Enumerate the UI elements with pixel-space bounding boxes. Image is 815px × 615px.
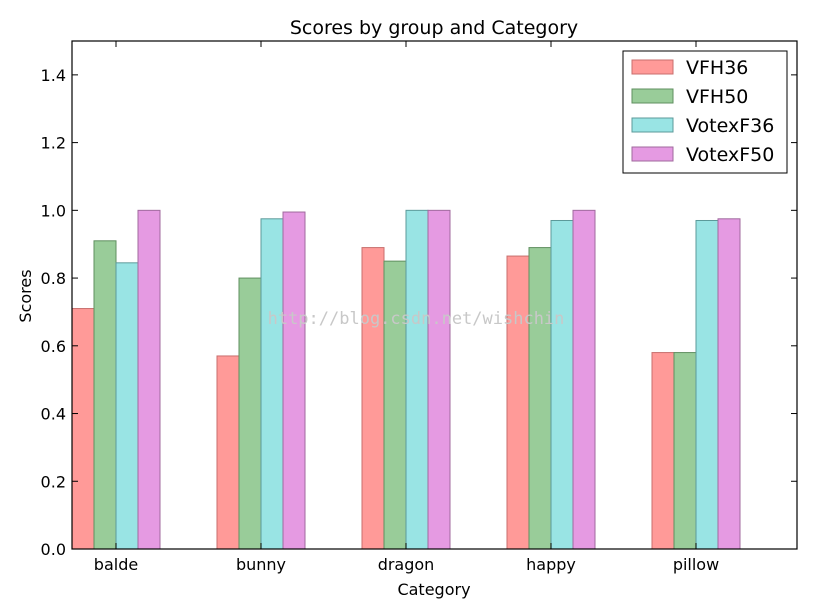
bar-votexf36-pillow [695,219,719,550]
bar-votexf50-happy [572,209,596,550]
bar-votexf50-pillow [717,218,741,550]
x-tick-label-happy: happy [526,555,576,574]
plot-frame [71,40,798,550]
bar-votexf36-balde [115,262,139,550]
legend-swatch-vfh36 [631,59,674,75]
y-tick-label: 0.8 [41,269,66,288]
x-tick-label-balde: balde [94,555,138,574]
bar-vfh50-happy [528,247,552,550]
legend-label-vfh50: VFH50 [686,86,748,108]
x-tick-label-pillow: pillow [673,555,719,574]
y-tick-label: 1.2 [41,134,66,153]
bar-vfh50-balde [93,240,117,550]
legend-swatch-votexf36 [631,117,674,133]
y-tick-label: 0.0 [41,540,66,559]
bar-votexf50-bunny [282,211,306,550]
y-axis-label: Scores [16,269,35,322]
legend-swatch-vfh50 [631,88,674,104]
bar-vfh36-bunny [216,355,240,550]
bar-votexf36-bunny [260,218,284,550]
x-axis: balde bunny dragon happy pillow [94,41,719,574]
bar-vfh50-pillow [673,352,697,550]
bar-vfh36-dragon [361,247,385,550]
legend-swatch-votexf50 [631,146,674,162]
watermark: http://blog.csdn.net/wishchin [268,309,565,329]
bar-votexf36-happy [550,219,574,550]
bar-vfh50-dragon [383,260,407,550]
y-tick-label: 0.4 [41,405,66,424]
chart-title: Scores by group and Category [290,17,578,39]
bars-group [71,209,741,550]
legend: VFH36 VFH50 VotexF36 VotexF50 [622,50,788,174]
bar-vfh36-pillow [651,352,675,550]
x-tick-label-dragon: dragon [378,555,435,574]
bar-votexf36-dragon [405,209,429,550]
legend-label-votexf50: VotexF50 [686,144,774,166]
x-axis-label: Category [397,580,470,599]
x-tick-label-bunny: bunny [236,555,286,574]
y-tick-label: 0.6 [41,337,66,356]
bar-votexf50-dragon [427,209,451,550]
bar-votexf50-balde [137,209,161,550]
y-axis: 0.0 0.2 0.4 0.6 0.8 1.0 1.2 1.4 [41,66,797,559]
y-tick-label: 1.4 [41,66,66,85]
y-tick-label: 1.0 [41,201,66,220]
bar-vfh36-balde [71,308,95,550]
y-tick-label: 0.2 [41,472,66,491]
bar-vfh36-happy [506,255,530,550]
bar-vfh50-bunny [238,277,262,550]
legend-label-vfh36: VFH36 [686,57,748,79]
legend-label-votexf36: VotexF36 [686,115,774,137]
